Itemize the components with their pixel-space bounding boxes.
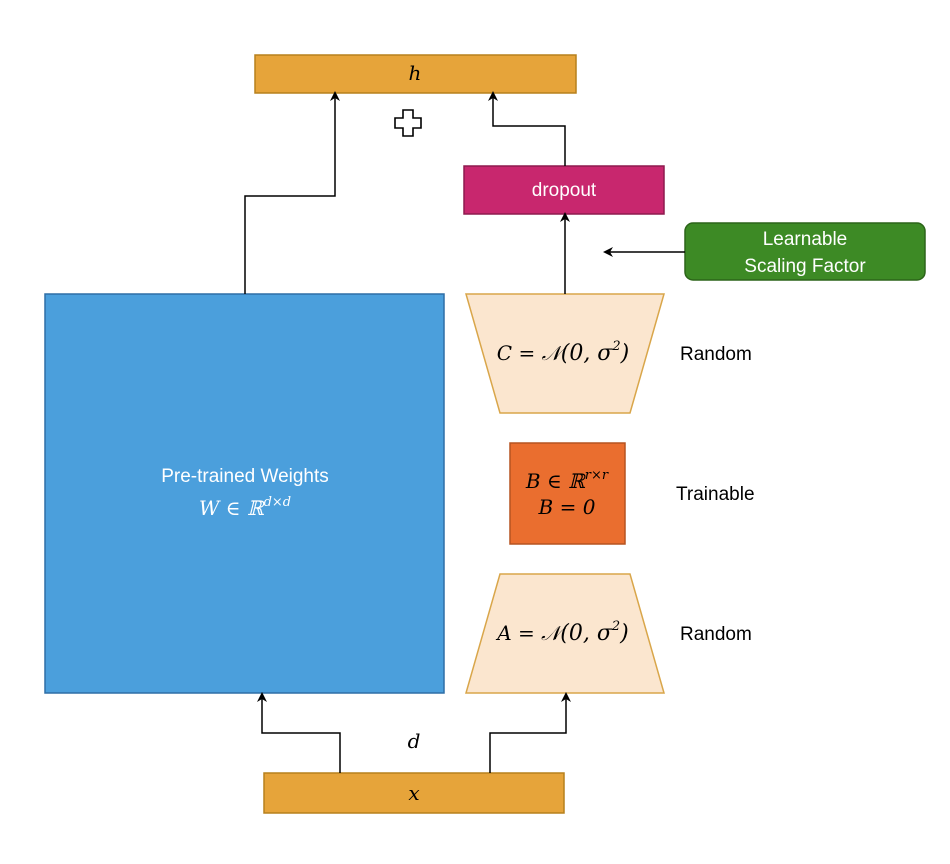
output-box <box>254 54 577 94</box>
matrix-b-block <box>509 442 626 545</box>
matrix-c-block <box>465 293 665 414</box>
input-label: x <box>408 781 419 805</box>
pretrained-to-output-arrow <box>244 91 340 294</box>
matrix-c-formula: C = 𝒩(0, σ2) <box>497 339 629 366</box>
scaling-factor-line2: Scaling Factor <box>744 256 866 277</box>
input-box <box>263 772 565 814</box>
matrix-a-tag: Random <box>680 624 752 645</box>
pretrained-weights-block <box>44 293 445 694</box>
pretrained-weights-title: Pre-trained Weights <box>161 466 329 487</box>
dropout-to-output-arrow <box>488 91 566 166</box>
matrix-a-formula: A = 𝒩(0, σ2) <box>495 619 629 646</box>
matrix-b-tag: Trainable <box>676 484 755 505</box>
output-label: h <box>409 61 422 85</box>
matrix-b-line1: B ∈ ℝr×r <box>525 468 609 493</box>
pretrained-weights-formula: W ∈ ℝd×d <box>199 495 291 520</box>
input-to-a-arrow <box>489 692 571 773</box>
matrix-c-tag: Random <box>680 344 752 365</box>
matrix-a-block <box>465 573 665 694</box>
input-to-pretrained-arrow <box>257 692 341 773</box>
dropout-box <box>463 165 665 215</box>
dropout-label: dropout <box>532 180 597 201</box>
scaling-factor-line1: Learnable <box>763 229 848 250</box>
dimension-label: d <box>408 729 421 753</box>
plus-icon <box>394 109 422 137</box>
matrix-b-line2: B = 0 <box>538 495 596 519</box>
